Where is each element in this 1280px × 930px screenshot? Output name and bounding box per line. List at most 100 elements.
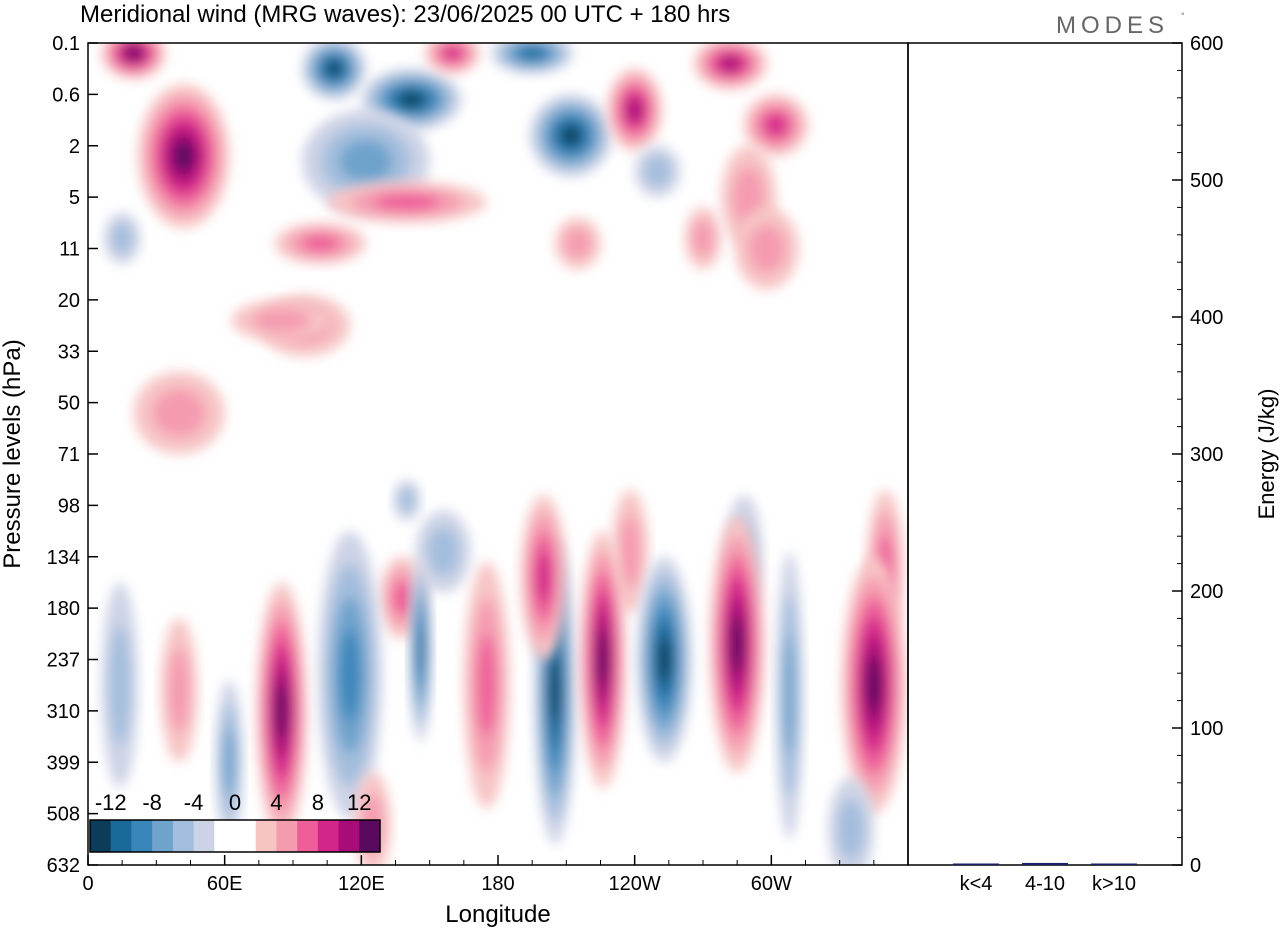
colorbar-swatch-12	[338, 820, 360, 852]
wind-contour-0-5	[173, 140, 194, 172]
wind-cell-4	[529, 94, 612, 177]
wind-cell-21	[133, 371, 225, 454]
wind-cell-19	[554, 217, 601, 270]
wind-contour-12-2	[301, 234, 340, 252]
colorbar-label-4: 4	[270, 790, 282, 815]
colorbar-swatch-11	[317, 820, 340, 852]
wind-contour-9-3	[765, 115, 787, 136]
wind-cell-28	[101, 582, 139, 788]
wind-cell-5	[491, 43, 574, 74]
wind-contour-6-3	[443, 46, 462, 60]
wind-cell-43	[828, 777, 874, 865]
colorbar-label--4: -4	[184, 790, 204, 815]
energy-panel: 0 100 200 300 400 500 600 k<4 4-10 k>10 Energy (…	[907, 33, 1279, 895]
wind-cell-30	[256, 582, 307, 840]
colorbar-swatch-8	[255, 820, 277, 852]
colorbar-labels: -12 -8 -4 0 4 8 12	[95, 790, 372, 815]
wind-cell-36	[636, 556, 692, 763]
wind-cell-15	[684, 207, 722, 270]
wind-contour-35-5	[597, 631, 608, 688]
wind-contour-15-1	[692, 220, 714, 257]
wind-contour-11-2	[374, 193, 440, 211]
wind-cell-8	[693, 43, 767, 90]
y-tick-label-180: 180	[47, 598, 80, 620]
colorbar-label-12: 12	[347, 790, 371, 815]
wind-contour-33-2	[477, 634, 496, 736]
heatmap-blobs	[101, 43, 906, 865]
colorbar-frame	[89, 819, 381, 853]
x-tick-label-180: 180	[481, 873, 514, 895]
y-tick-label-98: 98	[58, 495, 80, 517]
wind-contour-38-2	[783, 636, 796, 755]
y-tick-label-134: 134	[47, 547, 80, 569]
wind-contour-22-1	[427, 527, 460, 576]
energy-bar-2	[1091, 863, 1137, 865]
wind-cell-40	[520, 495, 567, 660]
wind-contour-28-1	[109, 625, 131, 746]
y-axis-label: Pressure levels (hPa)	[0, 339, 26, 568]
colorbar-swatch-3	[152, 820, 174, 852]
wind-contour-34-5	[550, 656, 560, 725]
wind-contour-30-5	[276, 682, 288, 739]
colorbar-swatch-5	[193, 820, 215, 852]
wind-contour-2-5	[327, 61, 341, 76]
wind-contour-39-5	[866, 657, 881, 714]
energy-tick-label-400: 400	[1190, 307, 1223, 329]
y-tick-label-0.1: 0.1	[52, 33, 80, 55]
wind-contour-40-3	[536, 551, 551, 604]
wind-cell-12	[274, 222, 366, 264]
modes-logo-mark: °	[1181, 11, 1185, 21]
wind-cell-22	[416, 510, 471, 593]
wind-cell-23	[393, 479, 421, 521]
energy-tick-label-600: 600	[1190, 33, 1223, 55]
y-tick-label-508: 508	[47, 804, 80, 826]
wind-contour-21-1	[152, 388, 206, 437]
y-axis: 0.1 0.6 2 5 11 20 33 50 71 98 134 180 237 310 399 508 63…	[47, 33, 98, 877]
chart-title: Meridional wind (MRG waves): 23/06/2025 …	[80, 1, 730, 28]
wind-cell-32	[409, 556, 432, 742]
wind-contour-20-1	[252, 308, 311, 333]
colorbar-swatch-1	[110, 820, 132, 852]
wind-contour-1-5	[126, 47, 141, 59]
x-tick-label-60W: 60W	[751, 873, 792, 895]
wind-cell-41	[215, 680, 243, 845]
wind-contour-18-1	[111, 223, 133, 254]
wind-cell-33	[463, 561, 510, 809]
energy-categories: k<4 4-10 k>10	[960, 873, 1136, 895]
energy-axis-label: Energy (J/kg)	[1254, 389, 1279, 520]
energy-tick-label-0: 0	[1190, 855, 1201, 877]
wind-contour-3-5	[400, 92, 423, 107]
wind-cell-29	[160, 618, 198, 763]
wind-contour-24-1	[619, 515, 641, 588]
energy-category-0: k<4	[960, 873, 993, 895]
colorbar-label--12: -12	[95, 790, 127, 815]
wind-contour-43-1	[837, 799, 865, 860]
x-tick-label-120E: 120E	[338, 873, 385, 895]
wind-contour-37-5	[731, 615, 744, 673]
wind-cell-3	[361, 68, 462, 131]
energy-bar-1	[1022, 862, 1068, 865]
y-tick-label-33: 33	[58, 341, 80, 363]
x-tick-label-120W: 120W	[609, 873, 661, 895]
energy-tick-label-100: 100	[1190, 718, 1223, 740]
wind-cell-6	[425, 43, 480, 74]
wind-cell-9	[744, 94, 808, 157]
y-tick-label-5: 5	[69, 187, 80, 209]
wind-cell-18	[103, 212, 141, 264]
wind-contour-23-1	[398, 488, 415, 513]
wind-cell-17	[734, 207, 799, 290]
wind-contour-16-1	[644, 156, 671, 187]
colorbar-swatch-2	[131, 820, 153, 852]
colorbar-swatch-0	[90, 820, 112, 852]
wind-cell-37	[709, 515, 765, 773]
wind-cell-16	[634, 145, 681, 198]
energy-category-1: 4-10	[1025, 873, 1065, 895]
wind-cell-24	[611, 489, 649, 614]
energy-category-2: k>10	[1092, 873, 1136, 895]
wind-cell-20	[231, 299, 332, 341]
x-tick-label-60E: 60E	[207, 873, 243, 895]
wind-cell-2	[302, 43, 366, 100]
wind-contour-7-4	[627, 99, 642, 121]
y-tick-label-71: 71	[58, 444, 80, 466]
